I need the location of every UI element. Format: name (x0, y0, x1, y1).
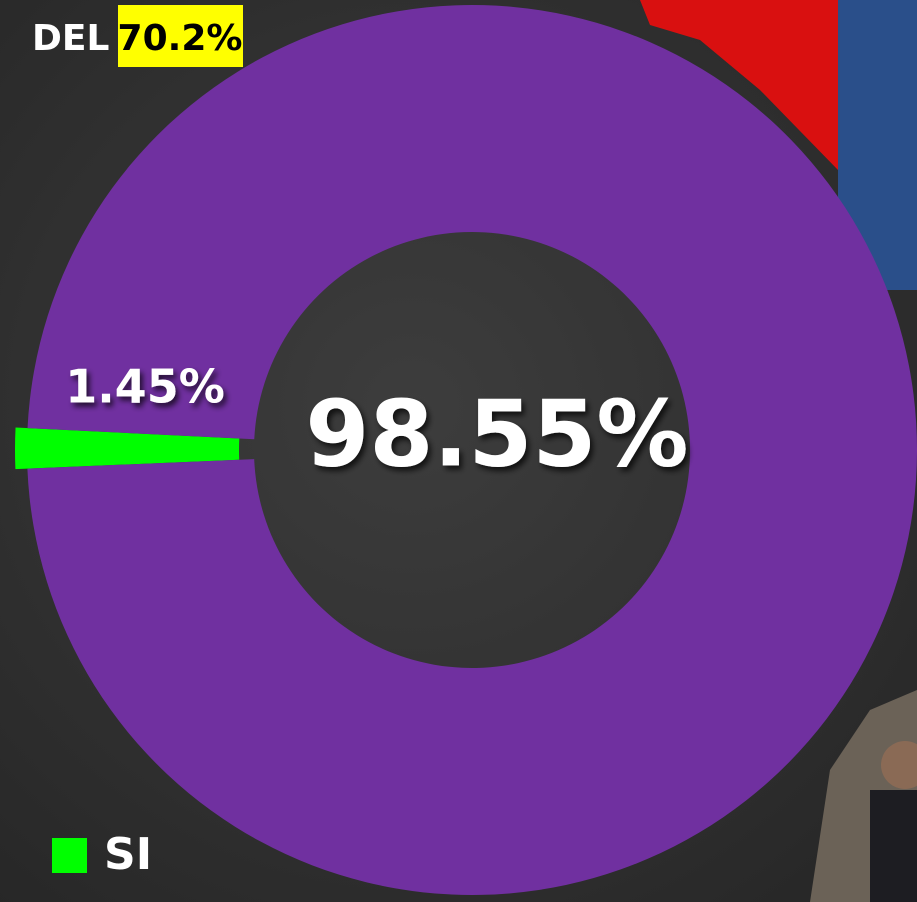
legend-label: SI (104, 829, 152, 880)
title-highlight-box (118, 5, 243, 67)
chart-title: DEL (32, 18, 109, 59)
decor-photo (810, 690, 917, 902)
legend-swatch (52, 838, 87, 873)
data-label: 98.55% (305, 380, 688, 487)
title-highlight: 70.2% (118, 18, 243, 59)
slice (14, 427, 240, 470)
data-label: 1.45% (65, 360, 225, 414)
slice (27, 5, 917, 895)
